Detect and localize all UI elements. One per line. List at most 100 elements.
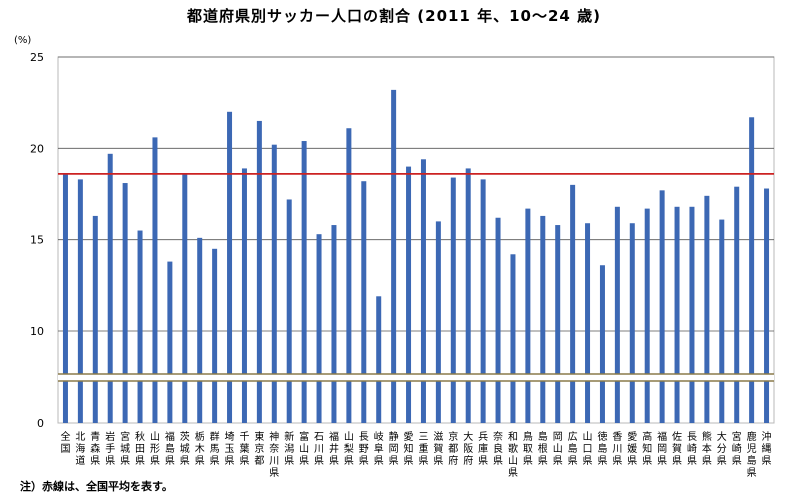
bar	[510, 254, 516, 423]
category-label: 京都府	[448, 430, 458, 467]
bar	[480, 179, 486, 423]
category-label: 岡山県	[553, 431, 563, 467]
bar	[316, 234, 322, 423]
category-label: 岐阜県	[374, 430, 384, 467]
category-label: 鹿児島県	[747, 430, 757, 479]
category-label: 群馬県	[210, 430, 220, 467]
y-tick-label: 10	[30, 325, 44, 338]
bar-series	[62, 89, 770, 424]
chart-overlays	[58, 173, 774, 382]
category-label: 石川県	[314, 432, 324, 467]
bar	[734, 186, 740, 423]
category-label: 熊本県	[702, 430, 712, 467]
category-label: 秋田県	[135, 430, 145, 467]
category-label: 宮城県	[120, 430, 130, 467]
category-label: 愛媛県	[627, 430, 637, 467]
category-label: 鳥取県	[523, 430, 533, 467]
bar	[107, 153, 113, 423]
y-tick-label: 20	[30, 142, 44, 155]
category-label: 和歌山県	[508, 431, 518, 479]
bar	[435, 221, 441, 423]
category-label: 北海道	[75, 431, 85, 467]
bar	[137, 230, 143, 423]
category-label: 千葉県	[239, 431, 249, 467]
category-label: 島根県	[538, 430, 548, 467]
bar	[585, 223, 591, 423]
bar	[182, 173, 188, 423]
bar	[704, 195, 710, 423]
category-label: 広島県	[568, 430, 578, 467]
bar	[167, 261, 173, 423]
y-axis-ticks: 0 10 15 20 25	[30, 51, 44, 430]
category-label: 香川県	[612, 431, 622, 467]
category-label: 茨城県	[180, 430, 190, 467]
category-label: 埼玉県	[225, 430, 235, 467]
category-label: 全国	[60, 430, 70, 455]
bar	[241, 168, 247, 423]
bar	[271, 144, 277, 423]
bar	[301, 141, 307, 423]
bar	[659, 190, 665, 423]
category-label: 東京都	[254, 430, 264, 467]
bar	[674, 206, 680, 423]
y-tick-label: 25	[30, 51, 44, 64]
x-axis-labels: 全国北海道青森県岩手県宮城県秋田県山形県福島県茨城県栃木県群馬県埼玉県千葉県東京…	[60, 430, 771, 479]
bar	[644, 208, 650, 423]
bar	[77, 179, 83, 423]
grid-lines	[58, 56, 774, 332]
category-label: 栃木県	[195, 430, 205, 467]
bar	[465, 168, 471, 423]
category-label: 高知県	[642, 430, 652, 467]
axis-break-band	[58, 374, 774, 381]
category-label: 山口県	[583, 431, 593, 467]
category-label: 富山県	[299, 430, 309, 467]
bar	[361, 181, 367, 423]
bar	[227, 111, 233, 424]
bar	[689, 206, 695, 423]
bar	[614, 206, 620, 423]
category-label: 佐賀県	[672, 431, 682, 467]
category-label: 滋賀県	[433, 430, 443, 467]
category-label: 徳島県	[597, 430, 607, 467]
category-label: 兵庫県	[478, 430, 488, 467]
category-label: 大分県	[717, 430, 727, 467]
bar	[525, 208, 531, 423]
category-label: 愛知県	[404, 430, 414, 467]
bar	[92, 215, 98, 423]
bar	[420, 159, 426, 423]
bar	[122, 183, 128, 423]
category-label: 静岡県	[389, 430, 399, 467]
bar	[764, 188, 770, 423]
category-label: 沖縄県	[762, 430, 772, 467]
bar	[555, 225, 561, 423]
bar	[406, 166, 412, 423]
y-tick-label: 0	[37, 417, 44, 430]
category-label: 長崎県	[687, 431, 697, 467]
bar	[152, 137, 158, 423]
bar	[331, 225, 337, 423]
bar	[197, 237, 203, 423]
category-label: 宮崎県	[732, 430, 742, 467]
bar	[212, 248, 218, 423]
category-label: 長野県	[359, 431, 369, 467]
category-label: 三重県	[418, 432, 428, 467]
category-label: 福島県	[165, 430, 175, 467]
bar	[749, 117, 755, 423]
category-label: 大阪府	[463, 430, 473, 467]
y-axis-unit-label: (%)	[14, 35, 32, 46]
bar	[256, 120, 262, 423]
bar	[376, 296, 382, 423]
bar	[62, 173, 68, 423]
chart-note: 注）赤線は、全国平均を表す。	[20, 480, 173, 493]
bar	[286, 199, 292, 423]
category-label: 岩手県	[105, 430, 115, 467]
chart-title: 都道府県別サッカー人口の割合 (2011 年、10～24 歳)	[187, 7, 601, 25]
category-label: 福井県	[329, 430, 339, 467]
category-label: 新潟県	[284, 430, 294, 467]
bar	[629, 223, 635, 423]
y-tick-label: 15	[30, 234, 44, 247]
category-label: 青森県	[90, 430, 100, 467]
category-label: 山梨県	[344, 431, 354, 467]
